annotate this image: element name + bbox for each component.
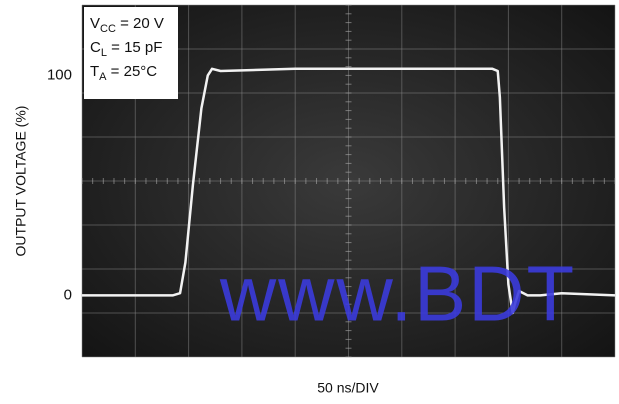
- annotation-symbol: T: [90, 63, 99, 80]
- annotation-value: = 15 pF: [107, 39, 162, 56]
- graticule: [81, 4, 616, 358]
- x-axis-label: 50 ns/DIV: [317, 380, 379, 396]
- annotation-value: = 25°C: [107, 63, 158, 80]
- annotation-symbol: V: [90, 15, 100, 32]
- annotation: TA = 25°C: [90, 63, 157, 83]
- trace: [82, 67, 616, 315]
- annotation-subscript: L: [101, 47, 107, 59]
- watermark: www.BDT: [219, 250, 576, 338]
- annotation-box: [84, 7, 178, 99]
- annotation: CL = 15 pF: [90, 39, 162, 59]
- y-axis-label: OUTPUT VOLTAGE (%): [13, 106, 29, 257]
- annotations: VCC = 20 V CL = 15 pF TA = 25°C: [90, 15, 164, 83]
- annotation-value: = 20 V: [116, 15, 164, 32]
- annotation-symbol: C: [90, 39, 101, 56]
- annotation-subscript: CC: [100, 23, 116, 35]
- plot-area: [82, 67, 616, 315]
- y-tick-label: 0: [64, 286, 72, 303]
- y-tick-label: 100: [47, 66, 72, 83]
- annotation: VCC = 20 V: [90, 15, 164, 35]
- annotation-subscript: A: [99, 71, 107, 83]
